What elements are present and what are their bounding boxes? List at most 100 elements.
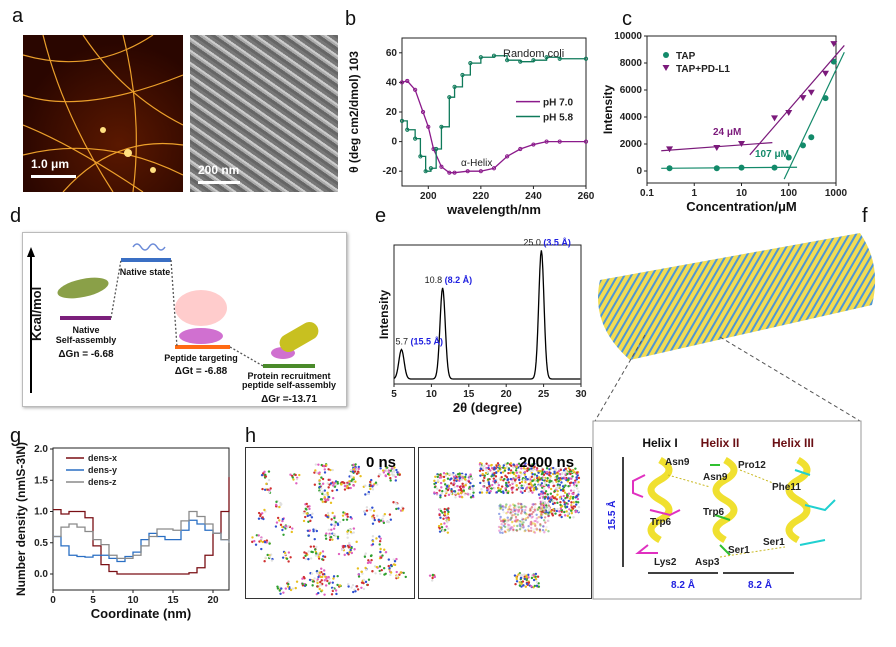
peptide-bead (308, 507, 311, 511)
aggregate-bead (559, 507, 563, 511)
aggregate-bead (447, 527, 450, 530)
peptide-bead (349, 469, 353, 472)
peptide-bead (349, 486, 352, 490)
aggregate-bead (464, 475, 467, 479)
aggregate-bead (555, 475, 558, 478)
peptide-bead (378, 535, 381, 538)
aggregate-bead (504, 462, 507, 466)
aggregate-bead (495, 464, 498, 468)
aggregate-bead (559, 488, 563, 492)
peptide-bead (343, 484, 347, 488)
peptide-bead (308, 578, 312, 582)
aggregate-bead (543, 516, 547, 519)
peptide-bead (346, 485, 349, 488)
aggregate-bead (530, 475, 534, 479)
aggregate-bead (439, 516, 442, 519)
aggregate-bead (532, 487, 536, 490)
peptide-bead (348, 550, 351, 554)
aggregate-bead (527, 529, 531, 533)
peptide-bead (402, 507, 405, 510)
aggregate-bead (559, 473, 562, 476)
aggregate-bead (558, 514, 561, 517)
residue-pro12: Pro12 (738, 460, 766, 471)
aggregate-bead (549, 487, 553, 491)
aggregate-bead (458, 485, 462, 489)
aggregate-bead (523, 511, 526, 514)
peptide-bead (267, 478, 271, 482)
peptide-bead (354, 463, 357, 466)
aggregate-bead (542, 525, 545, 528)
aggregate-bead (499, 503, 502, 507)
aggregate-bead (517, 520, 520, 524)
peak-d-spacing: (3.5 Å) (543, 237, 571, 247)
peptide-bead (313, 471, 316, 474)
legend-label-dens-y: dens-y (88, 465, 117, 475)
aggregate-bead (519, 490, 523, 493)
aggregate-bead (556, 501, 559, 505)
aggregate-bead (496, 462, 500, 465)
aggregate-bead (520, 510, 524, 513)
aggregate-bead (507, 530, 510, 533)
aggregate-bead (507, 481, 510, 484)
residue-phe11: Phe11 (772, 482, 801, 493)
aggregate-bead (467, 480, 471, 483)
peptide-bead (261, 512, 264, 515)
peptide-bead (365, 509, 369, 512)
aggregate-bead (568, 497, 572, 500)
peptide-bead (352, 590, 355, 594)
peptide-bead (350, 586, 353, 589)
peptide-bead (366, 561, 370, 565)
aggregate-bead (541, 471, 544, 475)
data-point-pH 7.0 (518, 146, 523, 152)
aggregate-bead (561, 485, 565, 488)
peptide-bead (380, 568, 383, 572)
aggregate-bead (438, 530, 442, 533)
y-axis-label-e: Intensity (377, 290, 391, 340)
peptide-bead (348, 475, 351, 478)
peptide-bead (364, 552, 367, 555)
aggregate-bead (496, 481, 500, 485)
aggregate-bead (442, 517, 445, 520)
aggregate-bead (555, 480, 558, 483)
aggregate-bead (552, 466, 555, 470)
aggregate-bead (547, 504, 551, 507)
peptide-bead (261, 516, 264, 519)
y-axis-label-b: θ (deg cm2/dmol) 103 (347, 51, 361, 173)
aggregate-bead (573, 485, 577, 488)
aggregate-bead (569, 481, 573, 484)
aggregate-bead (508, 508, 511, 511)
peptide-bead (357, 573, 360, 576)
peptide-bead (370, 554, 373, 557)
aggregate-bead (468, 486, 471, 489)
peptide-bead (347, 546, 350, 549)
aggregate-bead (504, 467, 507, 470)
aggregate-bead (572, 501, 575, 504)
aggregate-bead (520, 503, 523, 506)
aggregate-bead (525, 576, 528, 579)
aggregate-bead (569, 472, 572, 476)
aggregate-bead (551, 481, 555, 484)
peptide-bead (281, 556, 285, 559)
targeting-label: Peptide targeting (164, 353, 238, 363)
aggregate-bead (488, 485, 491, 488)
aggregate-bead (437, 524, 441, 528)
x-tick-label-b: 260 (578, 191, 595, 202)
x-tick-label-e: 5 (391, 389, 397, 400)
aggregate-bead (501, 471, 505, 474)
aggregate-bead (570, 501, 573, 504)
peptide-bead (342, 481, 346, 485)
aggregate-bead (543, 470, 546, 474)
aggregate-bead (520, 464, 523, 467)
peptide-bead (265, 482, 268, 486)
aggregate-bead (446, 477, 450, 480)
peptide-bead (371, 522, 375, 525)
aggregate-bead (565, 502, 568, 505)
aggregate-bead (532, 488, 536, 492)
peptide-bead (289, 588, 293, 592)
peptide-bead (282, 533, 285, 536)
recruit-label-2: peptide self-assembly (242, 380, 336, 390)
aggregate-bead (460, 496, 464, 499)
peptide-bead (402, 571, 405, 575)
aggregate-bead (543, 510, 546, 513)
peptide-bead (284, 587, 288, 590)
